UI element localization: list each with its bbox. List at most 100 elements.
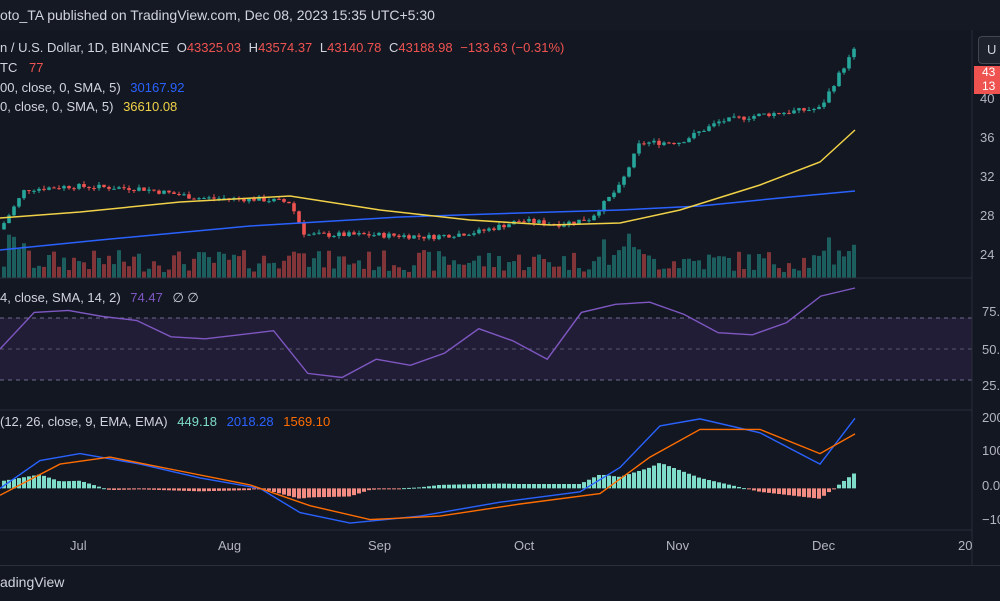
candle-body (777, 113, 781, 115)
macd-hist-bar (362, 488, 366, 492)
x-tick-jul: Jul (70, 538, 87, 553)
volume-bar (242, 250, 246, 278)
macd-hist-bar (652, 465, 656, 489)
candle-body (252, 198, 256, 201)
volume-bar (482, 266, 486, 278)
macd-hist-bar (197, 488, 201, 492)
candle-body (717, 121, 721, 124)
ohlc-l: L43140.78 (319, 40, 382, 55)
macd-hist-bar (607, 475, 611, 489)
chart-area[interactable] (0, 30, 1000, 565)
y-tick-40: 40 (980, 91, 994, 106)
candle-body (517, 221, 521, 223)
volume-bar (102, 264, 106, 278)
volume-bar (507, 262, 511, 278)
volume-bar (827, 237, 831, 278)
macd-hist-bar (47, 477, 51, 489)
volume-bar (347, 264, 351, 278)
volume-bar (97, 257, 101, 278)
macd-hist-bar (192, 488, 196, 492)
volume-bar (282, 260, 286, 278)
volume-bar (787, 263, 791, 278)
macd-hist-bar (67, 481, 71, 489)
candle-body (622, 176, 626, 185)
macd-hist-bar (792, 488, 796, 496)
volume-bar (302, 253, 306, 278)
volume-bar (847, 251, 851, 278)
macd-tick-100: 100 (982, 443, 1000, 458)
volume-bar (177, 251, 181, 278)
volume-bar (712, 257, 716, 278)
macd-hist-bar (167, 488, 171, 491)
macd-hist-bar (842, 480, 846, 489)
volume-bar (152, 261, 156, 278)
candle-body (757, 113, 761, 117)
candle-body (492, 228, 496, 230)
macd-hist-bar (162, 488, 166, 491)
macd-hist-bar (812, 488, 816, 499)
volume-bar (627, 233, 631, 278)
candle-body (792, 110, 796, 114)
volume-bar (57, 266, 61, 278)
volume-bar (247, 268, 251, 278)
candle-body (852, 48, 856, 58)
macd-hist-bar (72, 480, 76, 489)
volume-bar (837, 250, 841, 278)
macd-hist-bar (397, 488, 401, 490)
volume-bar (257, 263, 261, 278)
volume-bar (687, 258, 691, 278)
volume-bar (2, 266, 6, 278)
volume-bar (212, 262, 216, 278)
volume-bar (782, 271, 786, 278)
macd-hist-bar (62, 481, 66, 489)
candle-body (447, 234, 451, 238)
macd-hist-bar (337, 488, 341, 497)
volume-bar (322, 267, 326, 278)
volume-bar (342, 256, 346, 278)
macd-hist-bar (672, 468, 676, 489)
macd-line (0, 417, 856, 524)
volume-bar (657, 269, 661, 278)
macd-hist-bar (222, 488, 226, 491)
macd-hist-bar (147, 488, 151, 490)
macd-hist-bar (427, 486, 431, 489)
candle-body (442, 234, 446, 236)
macd-hist-bar (777, 488, 781, 495)
macd-hist-bar (692, 475, 696, 489)
macd-hist-bar (252, 488, 256, 490)
macd-hist-bar (642, 469, 646, 489)
macd-hist-bar (687, 473, 691, 489)
volume-bar (297, 253, 301, 278)
ohlc-h: H43574.37 (248, 40, 313, 55)
candle-body (647, 142, 651, 144)
volume-bar (17, 248, 21, 278)
macd-hist-bar (122, 488, 126, 490)
range-button[interactable]: U (978, 36, 1000, 64)
volume-bar (327, 250, 331, 278)
volume-bar (622, 246, 626, 278)
volume-bar (352, 263, 356, 278)
macd-hist-bar (112, 488, 116, 490)
candle-body (372, 235, 376, 237)
volume-bar (542, 259, 546, 278)
macd-hist-bar (542, 484, 546, 489)
candle-body (62, 186, 66, 189)
macd-hist-bar (752, 488, 756, 491)
volume-bar (452, 260, 456, 278)
macd-hist-bar (132, 488, 136, 490)
volume-bar (392, 265, 396, 278)
candle-body (347, 232, 351, 237)
candle-body (137, 187, 141, 191)
candle-body (407, 235, 411, 239)
candle-body (307, 234, 311, 236)
candle-body (52, 187, 56, 189)
macd-hist-bar (662, 464, 666, 489)
candle-body (612, 192, 616, 197)
volume-bar (162, 271, 166, 278)
macd-hist-bar (647, 467, 651, 489)
candle-body (787, 112, 791, 114)
macd-hist-bar (262, 488, 266, 490)
candle-body (342, 232, 346, 237)
candle-body (677, 142, 681, 144)
candle-body (802, 108, 806, 111)
